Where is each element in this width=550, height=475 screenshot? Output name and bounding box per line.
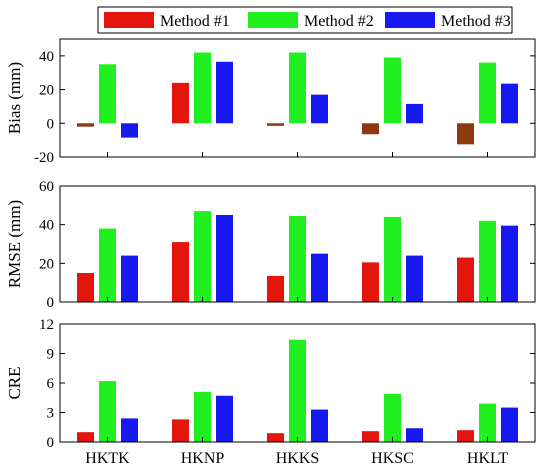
ylabel-cre: CRE	[5, 366, 24, 399]
ylabel-bias-mm: Bias (mm)	[5, 62, 24, 134]
legend-label-method-3: Method #3	[441, 13, 511, 30]
legend-label-method-1: Method #1	[160, 13, 230, 30]
bar-bias-mm-method-1-hktk	[77, 123, 94, 127]
legend-swatch-method-3	[385, 12, 435, 28]
bar-cre-method-3-hktk	[121, 418, 138, 442]
bar-rmse-mm-method-3-hknp	[216, 215, 233, 302]
bar-rmse-mm-method-2-hklt	[479, 220, 496, 302]
legend-swatch-method-2	[248, 12, 298, 28]
ytick-label-cre-3: 3	[47, 406, 55, 422]
bar-bias-mm-method-1-hkks	[267, 123, 284, 126]
bar-cre-method-3-hknp	[216, 395, 233, 442]
bar-cre-method-1-hknp	[172, 419, 189, 442]
bar-rmse-mm-method-2-hknp	[194, 211, 211, 302]
bar-rmse-mm-method-1-hknp	[172, 242, 189, 302]
bar-rmse-mm-method-3-hksc	[406, 255, 423, 302]
bar-bias-mm-method-3-hknp	[216, 61, 233, 124]
bar-cre-method-2-hknp	[194, 391, 211, 442]
bar-rmse-mm-method-3-hktk	[121, 255, 138, 302]
ytick-label-rmse-mm-60: 60	[39, 179, 54, 195]
ylabel-rmse-mm: RMSE (mm)	[5, 200, 24, 288]
bar-rmse-mm-method-2-hkks	[289, 215, 306, 302]
bar-rmse-mm-method-1-hksc	[362, 262, 379, 302]
bar-bias-mm-method-3-hktk	[121, 123, 138, 138]
bar-bias-mm-method-3-hklt	[501, 83, 518, 124]
bar-cre-method-1-hkks	[267, 433, 284, 442]
legend-box	[97, 6, 513, 34]
bar-cre-method-2-hkks	[289, 339, 306, 442]
bar-bias-mm-method-2-hkks	[289, 52, 306, 124]
legend-label-method-2: Method #2	[304, 13, 374, 30]
bar-cre-method-2-hklt	[479, 403, 496, 442]
bar-bias-mm-method-3-hksc	[406, 103, 423, 124]
ytick-label-rmse-mm-40: 40	[39, 218, 54, 234]
bar-bias-mm-method-2-hknp	[194, 52, 211, 124]
ytick-label-rmse-mm-0: 0	[47, 295, 55, 311]
ytick-label-bias-mm-40: 40	[39, 49, 54, 65]
ytick-label-rmse-mm-20: 20	[39, 256, 54, 272]
bar-bias-mm-method-1-hklt	[457, 123, 474, 145]
legend-swatch-method-1	[104, 12, 154, 28]
bar-rmse-mm-method-1-hklt	[457, 257, 474, 302]
ytick-label-cre-12: 12	[39, 317, 54, 333]
bar-bias-mm-method-1-hksc	[362, 123, 379, 135]
bar-rmse-mm-method-2-hktk	[99, 228, 116, 302]
xtick-label-hktk: HKTK	[85, 450, 130, 467]
ytick-label-cre-6: 6	[47, 376, 55, 392]
bar-rmse-mm-method-1-hktk	[77, 273, 94, 302]
bar-cre-method-3-hkks	[311, 409, 328, 442]
bar-rmse-mm-method-1-hkks	[267, 275, 284, 302]
bar-cre-method-3-hklt	[501, 407, 518, 442]
bar-rmse-mm-method-3-hkks	[311, 253, 328, 302]
bar-bias-mm-method-1-hknp	[172, 82, 189, 124]
bar-bias-mm-method-2-hktk	[99, 64, 116, 124]
ytick-label-bias-mm-20: 20	[39, 83, 54, 99]
bar-cre-method-3-hksc	[406, 428, 423, 442]
xtick-label-hknp: HKNP	[181, 450, 225, 467]
bar-cre-method-1-hksc	[362, 431, 379, 442]
bar-cre-method-2-hksc	[384, 393, 401, 442]
xtick-label-hksc: HKSC	[371, 450, 414, 467]
xtick-label-hklt: HKLT	[467, 450, 508, 467]
ytick-label-cre-9: 9	[47, 347, 55, 363]
ytick-label-cre-0: 0	[47, 435, 55, 451]
bar-cre-method-2-hktk	[99, 381, 116, 442]
bar-bias-mm-method-2-hksc	[384, 57, 401, 124]
bar-bias-mm-method-3-hkks	[311, 94, 328, 124]
bar-cre-method-1-hktk	[77, 432, 94, 442]
bar-cre-method-1-hklt	[457, 430, 474, 442]
bar-rmse-mm-method-2-hksc	[384, 216, 401, 302]
bar-rmse-mm-method-3-hklt	[501, 225, 518, 302]
ytick-label-bias-mm-0: 0	[47, 116, 55, 132]
bar-bias-mm-method-2-hklt	[479, 62, 496, 124]
xtick-label-hkks: HKKS	[276, 450, 320, 467]
ytick-label-bias-mm-20: -20	[34, 150, 54, 166]
